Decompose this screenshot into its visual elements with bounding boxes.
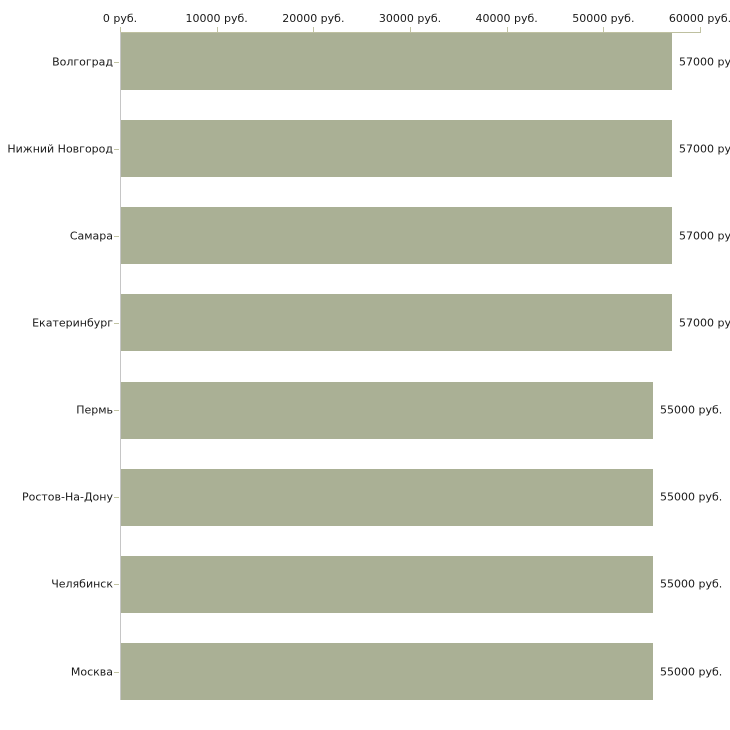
category-tick-mark bbox=[114, 410, 119, 411]
bar-value-label: 55000 руб. bbox=[660, 577, 723, 591]
bar bbox=[121, 382, 653, 439]
category-label: Екатеринбург bbox=[32, 316, 113, 330]
category-label: Челябинск bbox=[51, 577, 113, 591]
x-axis-line bbox=[120, 32, 701, 33]
bar bbox=[121, 556, 653, 613]
x-axis-tick-mark bbox=[410, 27, 411, 32]
category-label: Самара bbox=[69, 229, 113, 243]
category-tick-mark bbox=[114, 584, 119, 585]
bar bbox=[121, 469, 653, 526]
x-axis-tick-mark bbox=[313, 27, 315, 32]
category-tick-mark bbox=[114, 236, 119, 237]
x-axis-tick-mark bbox=[120, 27, 121, 32]
category-label: Москва bbox=[70, 665, 113, 679]
bar bbox=[121, 643, 653, 700]
bar-value-label: 57000 руб. bbox=[679, 55, 730, 68]
x-axis-tick-mark bbox=[603, 27, 605, 32]
category-label: Волгоград bbox=[52, 55, 113, 68]
x-axis-tick-mark bbox=[700, 27, 701, 32]
category-tick-mark bbox=[114, 323, 119, 324]
bar bbox=[121, 207, 672, 264]
category-tick-mark bbox=[114, 672, 119, 673]
x-axis-tick-label: 50000 руб. bbox=[572, 12, 635, 25]
bar bbox=[121, 294, 672, 351]
category-label: Ростов-На-Дону bbox=[21, 490, 113, 504]
x-axis-tick-label: 60000 руб. bbox=[668, 12, 730, 25]
category-label: Пермь bbox=[76, 403, 113, 417]
x-axis-tick-mark bbox=[506, 27, 508, 32]
bar-value-label: 57000 руб. bbox=[679, 142, 730, 156]
x-axis-tick-label: 0 руб. bbox=[102, 12, 138, 25]
x-axis-tick-label: 10000 руб. bbox=[185, 12, 248, 25]
bar-value-label: 55000 руб. bbox=[660, 403, 723, 417]
bar-value-label: 55000 руб. bbox=[660, 665, 723, 679]
category-tick-mark bbox=[114, 497, 119, 498]
x-axis-tick-label: 20000 руб. bbox=[282, 12, 345, 25]
x-axis-tick-label: 40000 руб. bbox=[475, 12, 538, 25]
bar-value-label: 55000 руб. bbox=[660, 490, 723, 504]
category-tick-mark bbox=[114, 149, 119, 150]
x-axis-tick-mark bbox=[216, 27, 218, 32]
bar-value-label: 57000 руб. bbox=[679, 316, 730, 330]
category-tick-mark bbox=[114, 62, 119, 63]
bar-value-label: 57000 руб. bbox=[679, 229, 730, 243]
bar bbox=[121, 33, 672, 90]
x-axis-tick-label: 30000 руб. bbox=[378, 12, 442, 25]
y-axis-line bbox=[120, 27, 121, 700]
category-label: Нижний Новгород bbox=[7, 142, 113, 156]
bar bbox=[121, 120, 672, 177]
